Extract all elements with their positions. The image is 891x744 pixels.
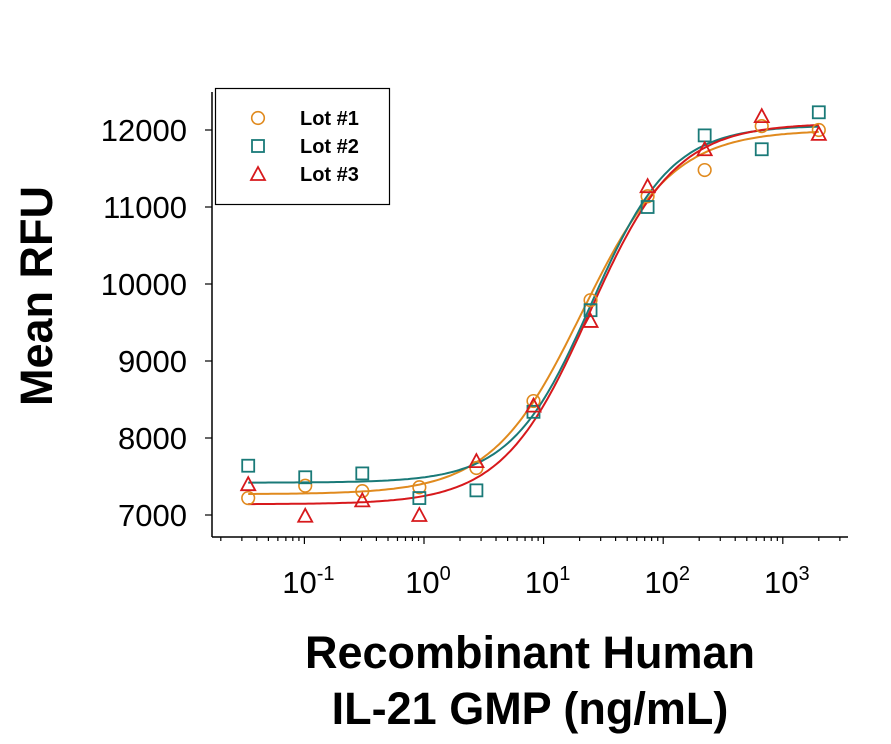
- y-axis-ticks: 7000 8000 9000 10000 11000 12000: [101, 113, 212, 533]
- triangle-data-point: [296, 506, 314, 523]
- circle-data-point: [526, 393, 541, 409]
- legend-label: Lot #2: [300, 136, 359, 158]
- square-data-point: [469, 483, 484, 498]
- x-tick-label: 101: [525, 563, 571, 600]
- y-tick-label: 10000: [101, 267, 187, 302]
- legend-box: [214, 87, 391, 206]
- axes: [211, 92, 848, 538]
- square-data-point: [640, 200, 655, 214]
- triangle-data-point: [524, 396, 542, 413]
- circle-data-point: [355, 484, 370, 499]
- triangle-data-point: [639, 177, 657, 194]
- legend-triangle-icon: [249, 165, 267, 181]
- circle-legend-marker: [250, 110, 266, 126]
- fit-curve-lot-3: [248, 123, 819, 506]
- y-tick-label: 11000: [103, 190, 187, 225]
- triangle-legend-marker: [249, 165, 267, 181]
- circle-data-point: [469, 460, 484, 476]
- square-data-point: [355, 466, 370, 481]
- series-lot-3: [239, 107, 828, 523]
- triangle-data-point: [810, 124, 828, 141]
- triangle-data-point: [239, 475, 257, 492]
- square-data-point: [583, 303, 598, 318]
- square-data-point: [754, 142, 769, 157]
- x-axis-title-line-2: IL-21 GMP (ng/mL): [332, 683, 729, 734]
- x-tick-label: 103: [764, 563, 810, 600]
- x-tick-label: 10-1: [282, 563, 334, 600]
- square-data-point: [241, 458, 256, 473]
- y-tick-label: 12000: [101, 113, 187, 148]
- legend-item-lot-3: Lot #3: [249, 164, 359, 186]
- circle-data-point: [241, 490, 256, 506]
- x-axis-title-line-1: Recombinant Human: [305, 627, 755, 678]
- square-data-point: [697, 128, 712, 143]
- circle-data-point: [811, 122, 826, 138]
- square-legend-marker: [251, 139, 265, 153]
- triangle-data-point: [410, 506, 428, 522]
- triangle-data-point: [696, 140, 714, 157]
- fit-curve-lot-2: [248, 125, 819, 484]
- y-axis-title: Mean RFU: [11, 186, 62, 406]
- triangle-data-point: [467, 452, 485, 469]
- triangle-data-point: [353, 491, 371, 508]
- legend-circle-icon: [250, 110, 266, 126]
- square-data-point: [811, 105, 826, 120]
- circle-data-point: [583, 293, 598, 308]
- fit-curve-lot-1: [248, 130, 819, 495]
- series-lot-2: [241, 105, 826, 505]
- square-data-point: [298, 470, 313, 485]
- legend: Lot #1 Lot #2 Lot #3: [214, 87, 391, 206]
- circle-data-point: [640, 189, 655, 204]
- legend-square-icon: [251, 139, 265, 153]
- legend-label: Lot #3: [300, 164, 359, 186]
- triangle-data-point: [582, 312, 600, 328]
- x-tick-label: 100: [405, 563, 451, 600]
- legend-item-lot-1: Lot #1: [250, 108, 359, 130]
- x-tick-label: 102: [644, 563, 690, 600]
- x-axis-ticks: 10-1 100 101 102 103: [220, 537, 841, 600]
- triangle-data-point: [753, 107, 771, 124]
- y-tick-label: 9000: [118, 344, 187, 379]
- fit-curves: [248, 123, 819, 506]
- y-tick-label: 7000: [118, 498, 187, 533]
- circle-data-point: [298, 478, 313, 493]
- circle-data-point: [697, 162, 712, 178]
- circle-data-point: [412, 480, 427, 495]
- circle-data-point: [754, 119, 769, 134]
- legend-item-lot-2: Lot #2: [251, 136, 359, 158]
- series-lot-1: [241, 119, 826, 506]
- y-tick-label: 8000: [118, 421, 187, 456]
- square-data-point: [412, 491, 427, 505]
- legend-label: Lot #1: [300, 108, 359, 130]
- data-points: [239, 105, 828, 523]
